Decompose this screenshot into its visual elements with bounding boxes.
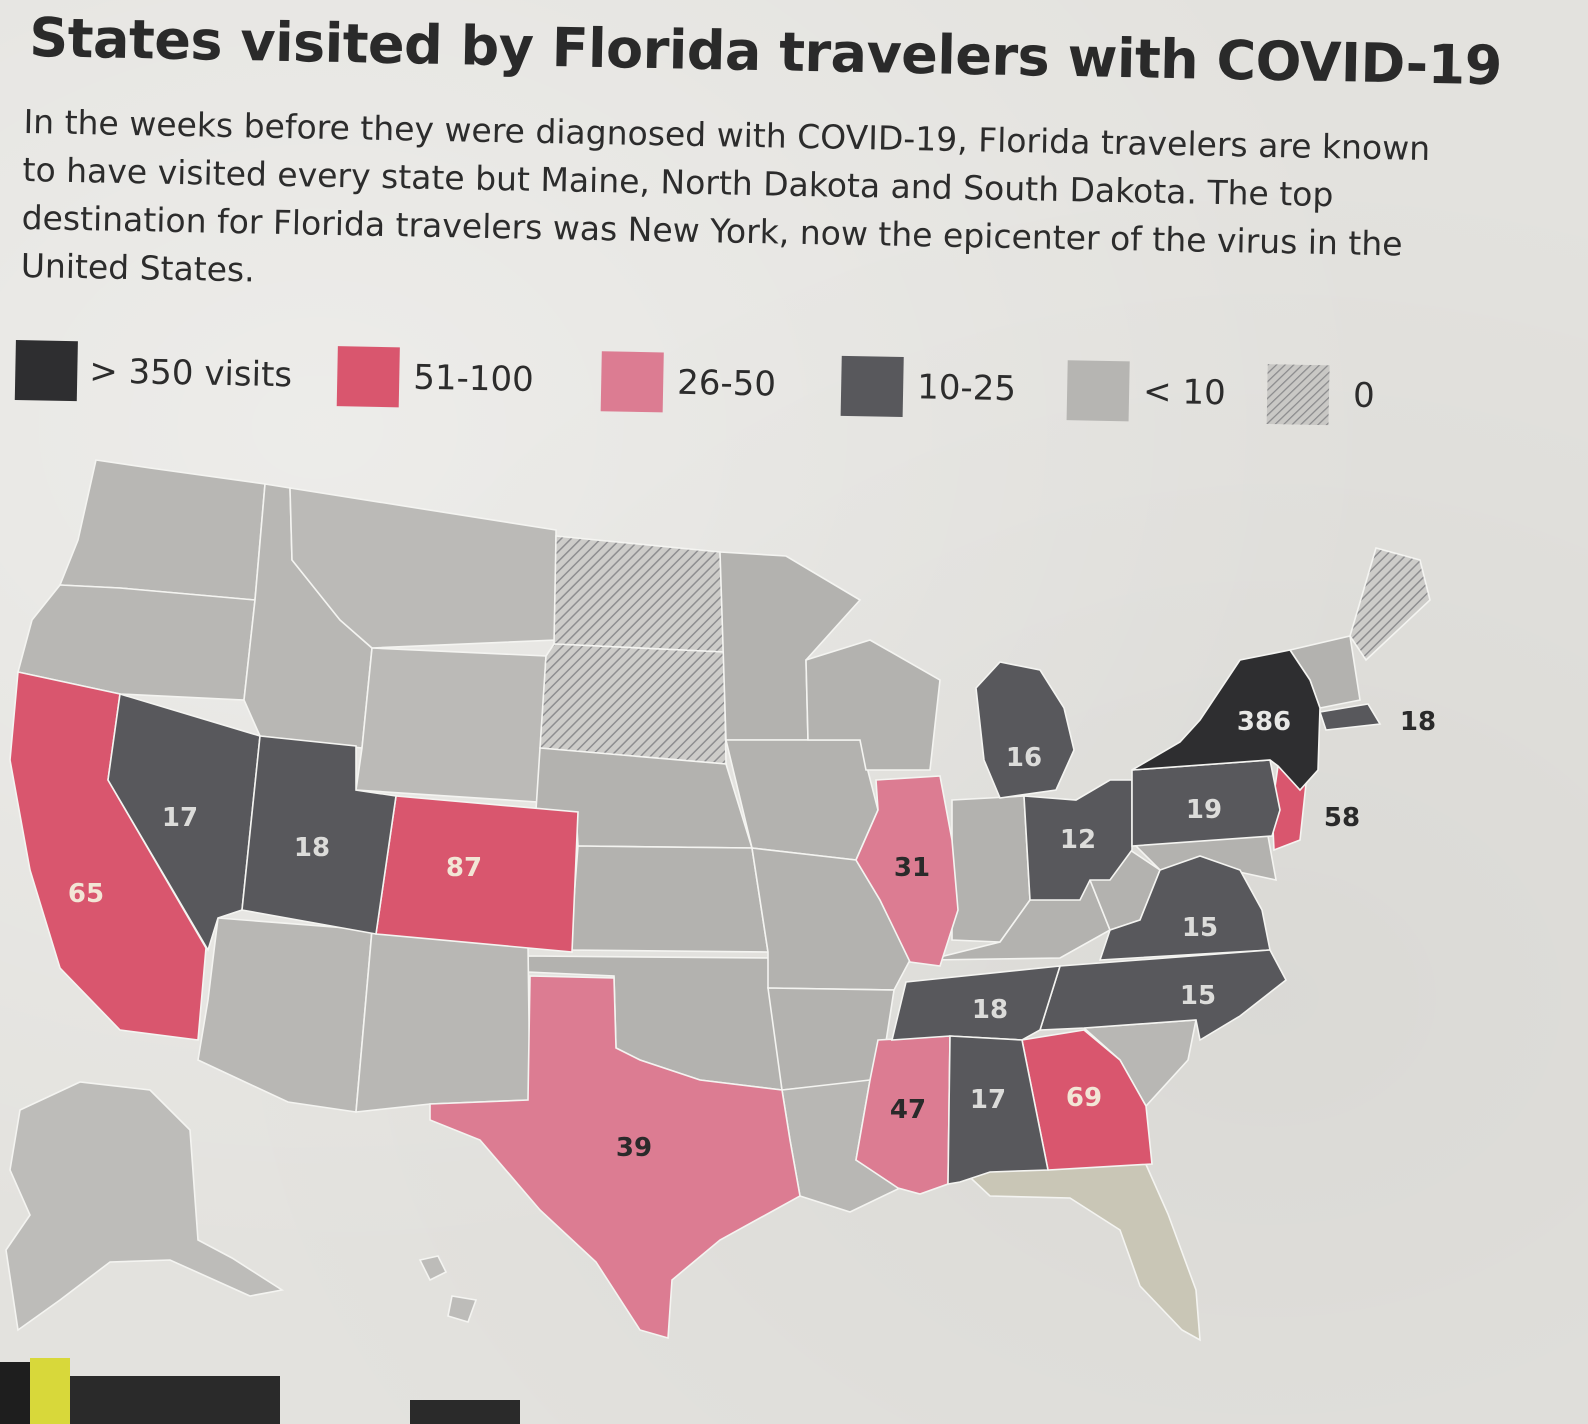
label-illinois: 31 xyxy=(894,853,930,883)
label-nevada: 17 xyxy=(162,803,198,833)
label-virginia: 15 xyxy=(1182,913,1218,943)
state-north-carolina xyxy=(1038,949,1288,1042)
state-wyoming xyxy=(355,647,547,803)
state-arizona xyxy=(197,917,373,1113)
state-north-dakota xyxy=(553,535,725,653)
state-oregon xyxy=(17,584,256,701)
state-new-mexico xyxy=(355,929,531,1113)
label-new-jersey: 58 xyxy=(1324,803,1360,833)
state-alabama xyxy=(947,1035,1049,1185)
state-florida xyxy=(958,1159,1201,1342)
state-wisconsin xyxy=(805,639,941,771)
state-texas xyxy=(429,975,801,1340)
label-north-carolina: 15 xyxy=(1180,981,1216,1011)
label-georgia: 69 xyxy=(1066,1083,1102,1113)
label-texas: 39 xyxy=(616,1133,652,1163)
state-alaska xyxy=(5,1081,285,1332)
label-alabama: 17 xyxy=(970,1085,1006,1115)
state-maine xyxy=(1349,547,1431,662)
state-utah xyxy=(241,735,397,935)
label-mississippi: 47 xyxy=(890,1095,926,1125)
state-new-york xyxy=(1131,649,1321,792)
legend-item-zero: 0 xyxy=(1266,360,1375,426)
legend-swatch-zero xyxy=(1266,364,1330,426)
label-michigan: 16 xyxy=(1006,743,1042,773)
state-virginia xyxy=(1098,855,1271,961)
page-edge-strip xyxy=(0,1358,520,1424)
state-south-dakota xyxy=(539,643,727,765)
state-illinois xyxy=(855,775,959,967)
label-tennessee: 18 xyxy=(972,995,1008,1025)
label-new-york: 386 xyxy=(1237,707,1291,737)
legend: > 350 visits 51-100 26-50 10-25 < 10 0 xyxy=(14,336,1416,473)
label-utah: 18 xyxy=(294,833,330,863)
state-washington xyxy=(58,459,266,601)
label-massachusetts: 18 xyxy=(1400,707,1436,737)
state-hawaii xyxy=(418,1255,478,1323)
state-kansas xyxy=(569,845,769,953)
label-california: 65 xyxy=(68,879,104,909)
state-michigan xyxy=(975,661,1075,799)
state-ohio xyxy=(1023,779,1133,901)
label-ohio: 12 xyxy=(1060,825,1096,855)
label-colorado: 87 xyxy=(446,853,482,883)
label-pennsylvania: 19 xyxy=(1186,795,1222,825)
state-massachusetts xyxy=(1318,703,1382,731)
